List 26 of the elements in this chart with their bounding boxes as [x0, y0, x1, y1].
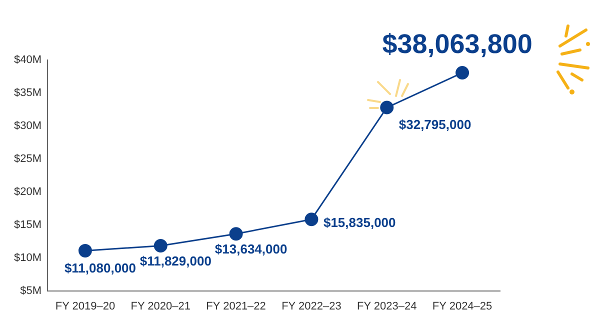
- y-tick-label: $15M: [14, 218, 42, 231]
- data-label: $38,063,800: [382, 28, 532, 59]
- x-tick-label: FY 2023–24: [357, 300, 417, 312]
- data-label: $13,634,000: [214, 241, 288, 256]
- y-tick-label: $30M: [14, 120, 42, 132]
- x-tick-label: FY 2024–25: [432, 300, 492, 312]
- x-tick-label: FY 2021–22: [206, 300, 266, 312]
- y-tick-label: $20M: [14, 186, 42, 198]
- y-tick-label: $25M: [14, 152, 42, 165]
- point: [304, 212, 318, 226]
- x-tick-label: FY 2022–23: [282, 300, 342, 312]
- data-label: $15,835,000: [323, 214, 396, 230]
- y-tick-label: $5M: [20, 284, 42, 297]
- x-tick-label: FY 2019–20: [55, 300, 116, 312]
- point: [154, 239, 168, 253]
- y-tick-label: $40M: [14, 54, 42, 66]
- x-tick-label: FY 2020–21: [130, 300, 191, 312]
- point: [229, 227, 243, 241]
- y-tick-label: $10M: [14, 252, 42, 264]
- data-label: $11,080,000: [64, 260, 136, 276]
- data-label: $11,829,000: [140, 253, 212, 268]
- point: [380, 100, 394, 114]
- point: [456, 66, 470, 80]
- y-tick-label: $35M: [14, 87, 42, 100]
- point: [78, 244, 92, 258]
- data-label: $32,795,000: [398, 117, 472, 132]
